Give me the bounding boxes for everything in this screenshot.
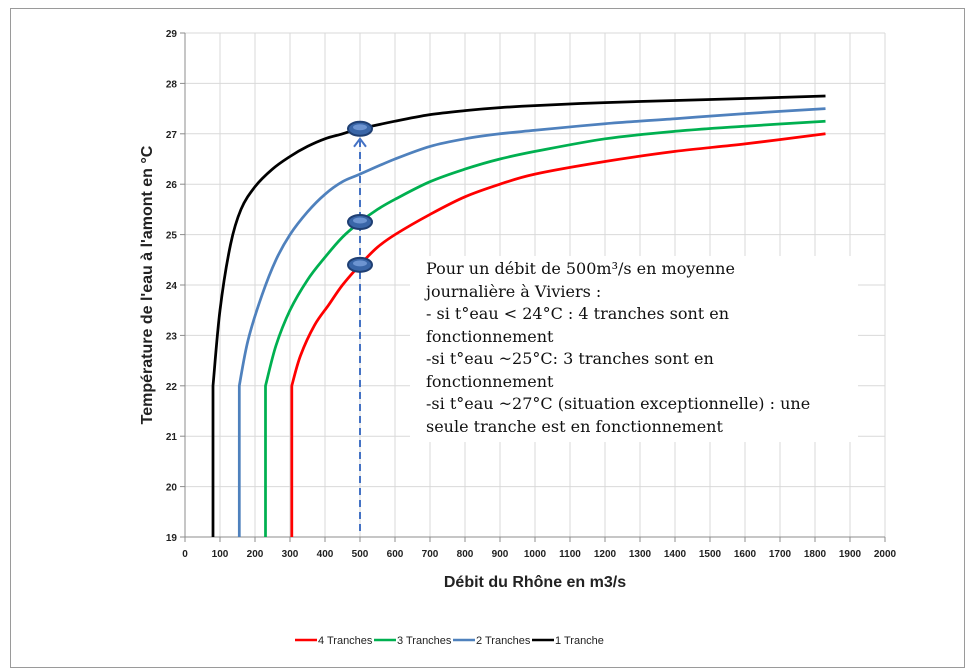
y-tick-label: 20 <box>166 483 178 494</box>
annotation-line: -si t°eau ~27°C (situation exceptionnell… <box>426 394 811 413</box>
x-tick-label: 2000 <box>874 549 897 560</box>
y-tick-label: 22 <box>166 382 178 393</box>
axis-layer: 0 100 200 300 400 500 600 700 800 900 1000 1100 1200… <box>166 29 897 560</box>
y-tick-label: 26 <box>166 180 178 191</box>
x-tick-label: 300 <box>282 549 299 560</box>
x-tick-label: 900 <box>492 549 509 560</box>
reference-line-layer <box>353 137 367 531</box>
y-tick-label: 21 <box>166 432 178 443</box>
x-tick-label: 0 <box>182 549 188 560</box>
x-tick-label: 1800 <box>804 549 827 560</box>
x-tick-label: 1600 <box>734 549 757 560</box>
y-tick-label: 29 <box>166 29 178 40</box>
reference-arrow <box>353 137 367 148</box>
legend-label: 3 Tranches <box>397 635 452 647</box>
annotation-line: fonctionnement <box>426 371 554 391</box>
x-tick-label: 1000 <box>524 549 547 560</box>
x-tick-label: 1700 <box>769 549 792 560</box>
series-line <box>264 119 826 537</box>
legend: 4 Tranches 3 Tranches 2 Tranches 1 Tranche <box>295 635 604 647</box>
marker-highlight <box>353 124 367 131</box>
annotation-line: Pour un débit de 500m³/s en moyenne <box>426 259 735 278</box>
x-tick-label: 600 <box>387 549 404 560</box>
legend-label: 1 Tranche <box>555 635 604 647</box>
x-tick-label: 100 <box>212 549 229 560</box>
x-tick-label: 200 <box>247 549 264 560</box>
y-tick-label: 19 <box>166 533 178 544</box>
annotation-line: - si t°eau < 24°C : 4 tranches sont en <box>426 304 730 323</box>
marker-highlight <box>353 260 367 267</box>
marker-highlight <box>353 217 367 224</box>
annotation-line: journalière à Viviers : <box>426 281 602 301</box>
y-tick-label: 28 <box>166 79 178 90</box>
annotation-line: fonctionnement <box>426 326 554 346</box>
x-tick-label: 1500 <box>699 549 722 560</box>
x-tick-label: 800 <box>457 549 474 560</box>
legend-label: 4 Tranches <box>318 635 373 647</box>
annotation-line: -si t°eau ~25°C: 3 tranches sont en <box>426 349 714 368</box>
x-tick-label: 500 <box>352 549 369 560</box>
series-line <box>290 132 826 537</box>
annotation-line: seule tranche est en fonctionnement <box>426 416 723 436</box>
marker-layer <box>347 120 373 273</box>
y-tick-label: 27 <box>166 130 178 141</box>
legend-label: 2 Tranches <box>476 635 531 647</box>
y-tick-label: 25 <box>166 231 178 242</box>
x-tick-label: 1200 <box>594 549 617 560</box>
x-tick-label: 700 <box>422 549 439 560</box>
x-tick-label: 1100 <box>559 549 581 560</box>
x-tick-label: 1900 <box>839 549 862 560</box>
y-tick-label: 24 <box>166 281 178 292</box>
x-tick-label: 400 <box>317 549 334 560</box>
x-tick-label: 1300 <box>629 549 652 560</box>
annotation-box: Pour un débit de 500m³/s en moyenne jour… <box>410 256 858 442</box>
y-axis-title: Température de l'eau à l'amont en °C <box>139 145 156 424</box>
y-tick-label: 23 <box>166 331 178 342</box>
series-line <box>237 107 826 537</box>
x-tick-label: 1400 <box>664 549 687 560</box>
x-axis-title: Débit du Rhône en m3/s <box>444 574 626 591</box>
